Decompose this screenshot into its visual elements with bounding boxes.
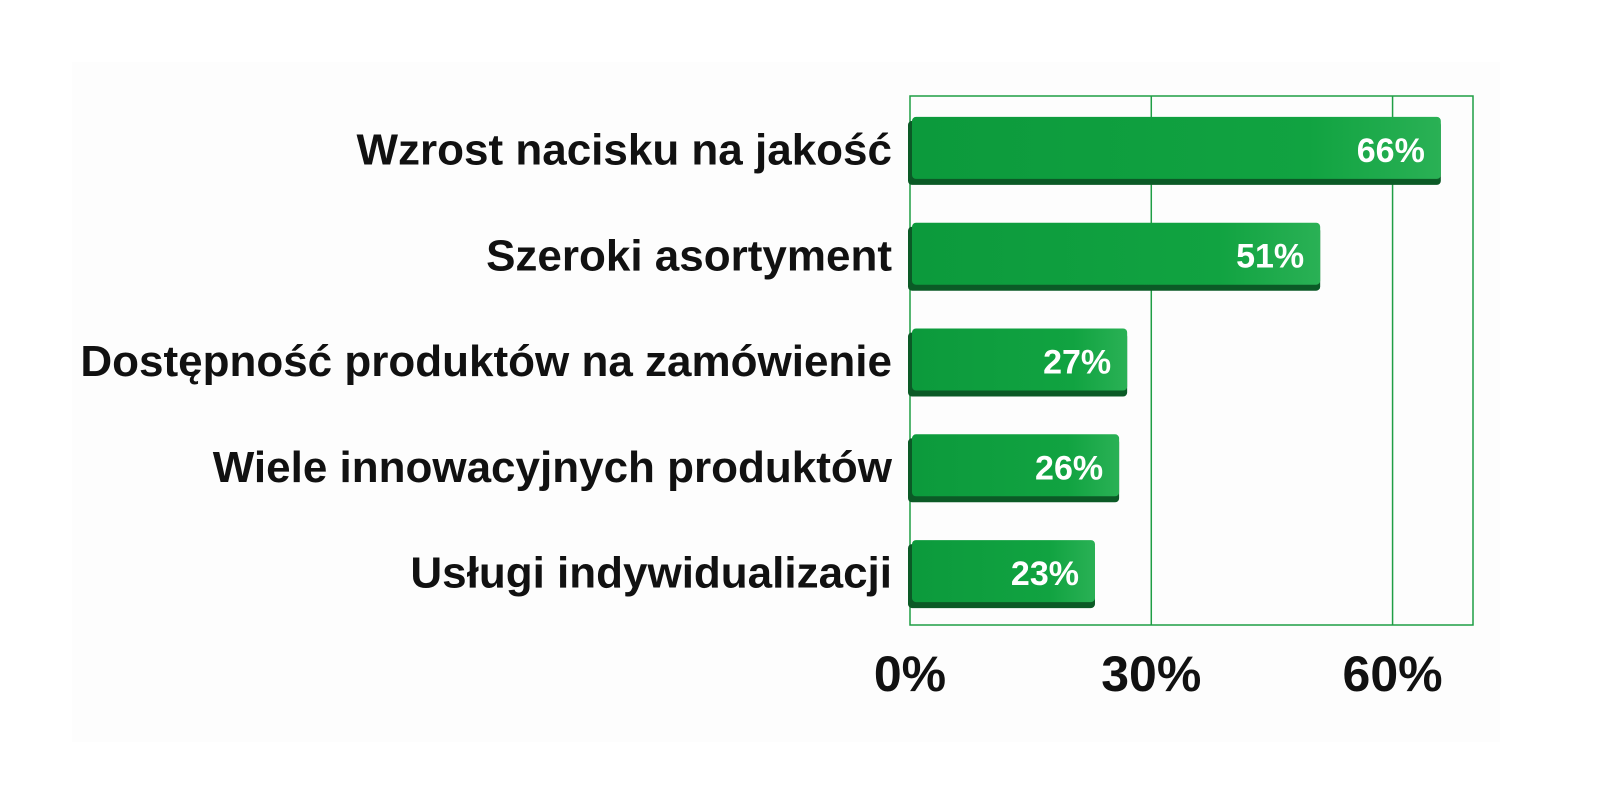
x-tick-label: 60% (1343, 646, 1443, 702)
bar (912, 540, 1095, 603)
bar (912, 222, 1321, 285)
x-tick-label: 0% (874, 646, 946, 702)
category-label: Usługi indywidualizacji (410, 549, 892, 598)
category-label: Wzrost nacisku na jakość (356, 126, 892, 175)
x-tick-label: 30% (1101, 646, 1201, 702)
bars: 66% 51% 27% 26% 23% (908, 116, 1441, 609)
bar-value-label: 26% (1035, 449, 1103, 487)
bar-value-label: 51% (1236, 238, 1304, 276)
bar (912, 328, 1128, 391)
category-label: Szeroki asortyment (486, 231, 892, 280)
bar-value-label: 66% (1357, 132, 1425, 170)
bar-value-label: 27% (1043, 343, 1111, 381)
category-label: Wiele innowacyjnych produktów (213, 443, 893, 492)
bar-value-label: 23% (1011, 555, 1079, 593)
bar (912, 434, 1120, 497)
x-axis-ticks: 0% 30% 60% (874, 646, 1443, 702)
category-label: Dostępność produktów na zamówienie (80, 337, 892, 386)
bar (912, 116, 1441, 179)
category-labels: Wzrost nacisku na jakość Szeroki asortyme… (80, 126, 892, 598)
